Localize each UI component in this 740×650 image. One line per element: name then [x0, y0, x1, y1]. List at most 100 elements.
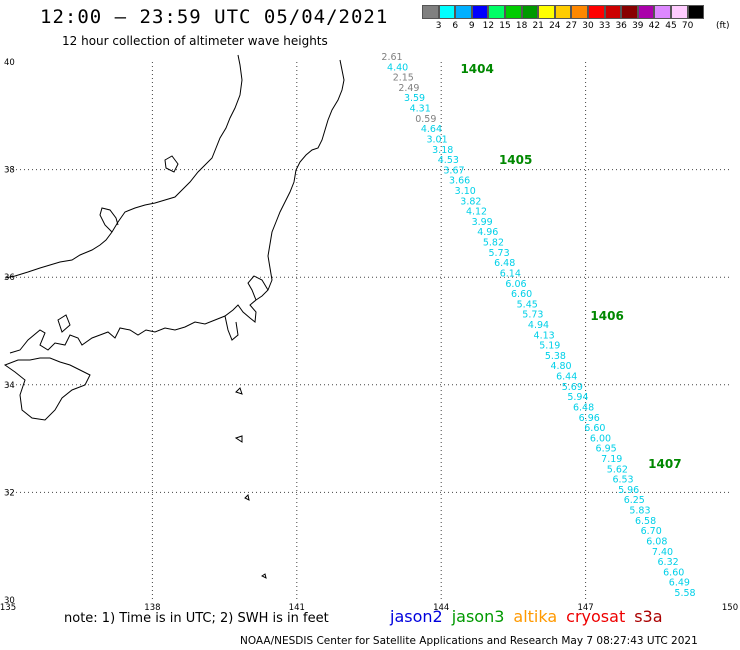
track-value: 4.40	[387, 62, 408, 73]
sado-island	[164, 155, 179, 173]
track-value: 4.53	[438, 155, 459, 166]
legend-swatch	[571, 5, 588, 19]
track-value: 6.06	[505, 279, 526, 290]
track-value: 5.62	[607, 464, 628, 475]
legend-label: 33	[598, 21, 611, 31]
satellite-name: cryosat	[566, 607, 626, 626]
track-value: 6.60	[584, 423, 605, 434]
track-value: 2.15	[393, 73, 414, 84]
track-value: 6.00	[590, 433, 611, 444]
legend-swatch	[471, 5, 489, 19]
track-value: 4.94	[528, 320, 549, 331]
satellite-legend: jason2 jason3 altika cryosat s3a	[390, 607, 672, 626]
lat-tick-label: 38	[4, 166, 15, 176]
legend-swatch	[455, 5, 472, 19]
track-value: 5.69	[562, 382, 583, 393]
track-value: 5.94	[567, 392, 588, 403]
credit-line: NOAA/NESDIS Center for Satellite Applica…	[240, 635, 698, 647]
track-value: 6.08	[646, 536, 667, 547]
track-value: 6.96	[579, 413, 600, 424]
lat-tick-label: 36	[4, 273, 15, 283]
hachijo-island	[244, 493, 250, 501]
track-value: 3.67	[443, 165, 464, 176]
lon-tick-label: 147	[577, 603, 593, 613]
legend-label: 27	[565, 21, 578, 31]
legend-label: 21	[532, 21, 544, 31]
track-value: 6.70	[641, 526, 662, 537]
track-value: 4.12	[466, 207, 487, 218]
track-value: 5.38	[545, 351, 566, 362]
altimeter-track: 2.614.402.152.493.594.310.594.643.013.18…	[381, 52, 695, 599]
track-value: 6.53	[612, 475, 633, 486]
awaji-island	[57, 314, 71, 333]
lat-tick-label: 40	[4, 58, 15, 68]
legend-swatch	[621, 5, 638, 19]
track-value: 3.99	[472, 217, 493, 228]
lon-tick-label: 135	[0, 603, 16, 613]
track-value: 6.32	[658, 557, 679, 568]
satellite-name: jason3	[451, 607, 505, 626]
track-value: 6.60	[511, 289, 532, 300]
legend-swatch	[521, 5, 539, 19]
track-value: 4.13	[534, 330, 555, 341]
track-value: 6.44	[556, 372, 577, 383]
legend-swatch	[554, 5, 572, 19]
boso-peninsula	[247, 275, 269, 301]
track-value: 7.40	[652, 547, 673, 558]
track-value: 5.45	[517, 299, 538, 310]
track-value: 5.73	[488, 248, 509, 259]
lat-tick-label: 32	[4, 488, 15, 498]
legend-swatches	[422, 5, 740, 19]
map-tick-labels: 135 138 141 144 147 150 40 38 36 34 32 30	[0, 58, 738, 613]
legend-label: 3	[435, 21, 442, 31]
lon-tick-label: 150	[722, 603, 738, 613]
track-value: 6.60	[663, 567, 684, 578]
time-label: 1407	[648, 457, 681, 471]
shikoku-coastline	[3, 357, 91, 421]
legend-label: 30	[582, 21, 594, 31]
chart-title: 12:00 – 23:59 UTC 05/04/2021	[40, 6, 389, 28]
track-value: 6.14	[500, 268, 521, 279]
coastline	[3, 54, 345, 579]
legend-swatch	[687, 5, 705, 19]
track-value: 3.66	[449, 176, 470, 187]
track-value: 5.83	[629, 506, 650, 517]
satellite-name: s3a	[634, 607, 663, 626]
track-value: 5.19	[539, 341, 560, 352]
time-label: 1405	[499, 153, 532, 167]
legend-swatch	[538, 5, 555, 19]
time-label: 1406	[590, 309, 623, 323]
footer-note: note: 1) Time is in UTC; 2) SWH is in fe…	[64, 611, 329, 626]
track-value: 6.48	[573, 402, 594, 413]
sea-of-japan-coastline	[4, 54, 243, 279]
legend-label: 70	[681, 21, 694, 31]
track-value: 3.01	[426, 134, 447, 145]
track-value: 2.61	[381, 52, 402, 63]
track-value: 3.82	[460, 196, 481, 207]
lon-tick-label: 144	[433, 603, 449, 613]
lat-tick-label: 30	[4, 596, 15, 606]
legend-swatch	[654, 5, 671, 19]
track-value: 4.80	[550, 361, 571, 372]
lat-tick-label: 34	[4, 381, 15, 391]
legend-swatch	[637, 5, 655, 19]
track-value: 2.49	[398, 83, 419, 94]
track-value: 6.95	[596, 444, 617, 455]
legend-swatch	[670, 5, 688, 19]
legend-swatch	[488, 5, 505, 19]
legend-label: 42	[648, 21, 661, 31]
track-value: 7.19	[601, 454, 622, 465]
legend-label: 24	[549, 21, 561, 31]
track-value: 5.73	[522, 310, 543, 321]
legend-swatch	[438, 5, 456, 19]
satellite-name: altika	[513, 607, 558, 626]
track-value: 6.49	[669, 578, 690, 589]
legend-swatch	[604, 5, 622, 19]
legend-label: 39	[632, 21, 644, 31]
track-value: 5.58	[674, 588, 695, 599]
legend-swatch	[587, 5, 605, 19]
track-value: 3.59	[404, 93, 425, 104]
track-value: 0.59	[415, 114, 436, 125]
noto-peninsula	[99, 207, 119, 233]
track-value: 5.82	[483, 238, 504, 249]
